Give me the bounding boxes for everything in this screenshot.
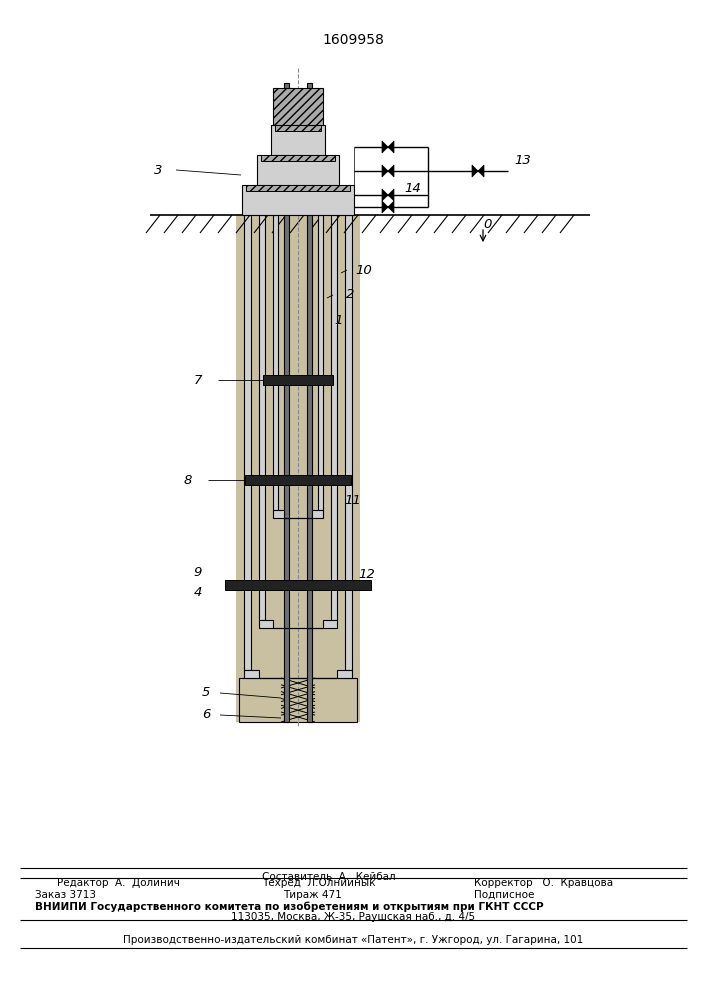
Text: 6: 6 xyxy=(201,708,210,722)
Polygon shape xyxy=(259,215,265,620)
Polygon shape xyxy=(382,141,394,153)
Polygon shape xyxy=(257,155,339,185)
Text: 12: 12 xyxy=(358,568,375,582)
Text: 13: 13 xyxy=(515,154,532,167)
Polygon shape xyxy=(382,165,394,177)
Polygon shape xyxy=(239,678,357,722)
Text: Корректор   О.  Кравцова: Корректор О. Кравцова xyxy=(474,878,613,888)
Polygon shape xyxy=(226,580,370,590)
Polygon shape xyxy=(273,88,323,125)
Text: 14: 14 xyxy=(404,182,421,196)
Text: ВНИИПИ Государственного комитета по изобретениям и открытиям при ГКНТ СССР: ВНИИПИ Государственного комитета по изоб… xyxy=(35,902,544,912)
Text: 5: 5 xyxy=(201,686,210,700)
Text: 1: 1 xyxy=(335,314,343,326)
Polygon shape xyxy=(273,215,278,510)
Polygon shape xyxy=(236,215,360,722)
Text: 1609958: 1609958 xyxy=(322,33,384,47)
Polygon shape xyxy=(265,215,331,620)
Polygon shape xyxy=(382,201,394,213)
Polygon shape xyxy=(271,125,325,155)
Text: 9: 9 xyxy=(194,566,202,580)
Polygon shape xyxy=(261,155,335,161)
Polygon shape xyxy=(472,165,484,177)
Polygon shape xyxy=(246,185,350,191)
Polygon shape xyxy=(242,185,354,215)
Polygon shape xyxy=(382,189,394,201)
Polygon shape xyxy=(318,215,323,510)
Polygon shape xyxy=(273,510,323,518)
Text: Редактор  А.  Долинич: Редактор А. Долинич xyxy=(57,877,180,888)
Text: 0: 0 xyxy=(484,219,492,232)
Text: Составитель  А.  Кейбал: Составитель А. Кейбал xyxy=(262,872,395,882)
Polygon shape xyxy=(307,83,312,722)
Text: 7: 7 xyxy=(194,373,202,386)
Text: 11: 11 xyxy=(344,493,361,506)
Polygon shape xyxy=(263,375,333,385)
Polygon shape xyxy=(244,670,352,678)
Polygon shape xyxy=(278,215,318,510)
Text: Производственно-издательский комбинат «Патент», г. Ужгород, ул. Гагарина, 101: Производственно-издательский комбинат «П… xyxy=(124,935,583,945)
Polygon shape xyxy=(284,83,289,722)
Text: 113035, Москва, Ж-35, Раушская наб., д. 4/5: 113035, Москва, Ж-35, Раушская наб., д. … xyxy=(231,912,476,922)
Text: 2: 2 xyxy=(346,288,354,302)
Text: Техред  Л.Олнийнык: Техред Л.Олнийнык xyxy=(262,878,375,888)
Polygon shape xyxy=(244,215,251,670)
Text: 4: 4 xyxy=(194,586,202,599)
Polygon shape xyxy=(251,215,345,670)
Text: 8: 8 xyxy=(184,474,192,487)
Polygon shape xyxy=(331,215,337,620)
Text: Заказ 3713: Заказ 3713 xyxy=(35,890,96,900)
Text: Тираж 471: Тираж 471 xyxy=(283,890,341,900)
Text: Подписное: Подписное xyxy=(474,890,534,900)
Polygon shape xyxy=(245,475,351,485)
Polygon shape xyxy=(259,620,337,628)
Text: 3: 3 xyxy=(154,163,162,176)
Polygon shape xyxy=(275,125,321,131)
Text: 10: 10 xyxy=(356,263,373,276)
Polygon shape xyxy=(345,215,352,670)
